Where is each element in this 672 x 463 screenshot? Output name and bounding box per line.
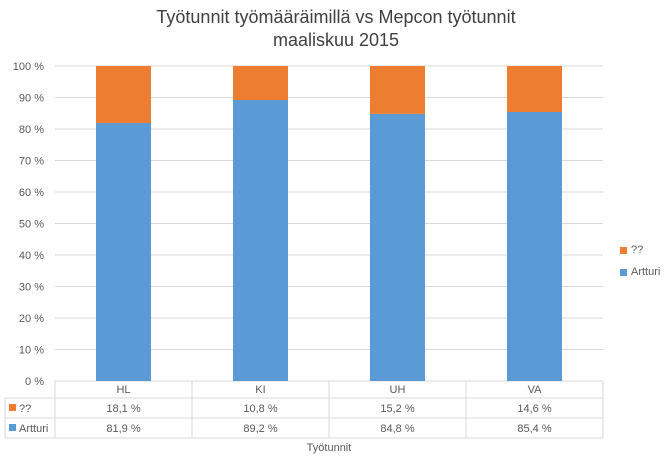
table-row-label: Artturi — [19, 423, 48, 435]
bar-artturi-uh — [370, 113, 425, 381]
bar-artturi-ki — [233, 100, 288, 382]
table-cell-value: 14,6 % — [517, 403, 551, 415]
y-tick-label: 90 % — [19, 93, 44, 105]
legend-label-unknown: ?? — [631, 244, 644, 256]
y-tick-label: 80 % — [19, 124, 44, 136]
legend-swatch-unknown — [620, 246, 627, 254]
bar-unknown-uh — [370, 66, 425, 114]
y-tick-label: 50 % — [19, 219, 44, 231]
table-row-label: ?? — [19, 403, 31, 415]
table-cell-value: 10,8 % — [243, 403, 277, 415]
y-tick-label: 10 % — [19, 345, 44, 357]
table-cell-value: 18,1 % — [106, 403, 140, 415]
legend-item-artturi: Artturi — [620, 266, 660, 278]
bar-artturi-hl — [96, 123, 151, 381]
x-tick-label: KI — [255, 384, 265, 396]
legend-swatch-artturi — [620, 268, 627, 276]
table-legend-key — [9, 404, 16, 411]
y-tick-label: 100 % — [13, 61, 44, 73]
x-tick-label: UH — [390, 384, 406, 396]
y-tick-label: 0 % — [25, 376, 44, 388]
y-tick-label: 20 % — [19, 313, 44, 325]
x-tick-label: VA — [528, 384, 543, 396]
x-tick-label: HL — [116, 384, 130, 396]
table-cell-value: 84,8 % — [380, 423, 414, 435]
x-axis-label: Työtunnit — [306, 442, 352, 454]
table-cell-value: 81,9 % — [106, 423, 140, 435]
y-tick-label: 70 % — [19, 156, 44, 168]
bar-unknown-ki — [233, 66, 288, 101]
bar-unknown-hl — [96, 66, 151, 124]
bar-unknown-va — [507, 66, 562, 112]
table-legend-key — [9, 424, 16, 431]
bar-artturi-va — [507, 111, 562, 382]
table-cell-value: 89,2 % — [243, 423, 277, 435]
chart-title-line1: Työtunnit työmääräimillä vs Mepcon työtu… — [156, 7, 516, 27]
y-tick-label: 30 % — [19, 282, 44, 294]
y-tick-label: 60 % — [19, 187, 44, 199]
chart-title-line2: maaliskuu 2015 — [272, 30, 400, 50]
chart-title: Työtunnit työmääräimillä vs Mepcon työtu… — [0, 6, 672, 52]
table-cell-value: 15,2 % — [380, 403, 414, 415]
legend-label-artturi: Artturi — [631, 266, 661, 278]
legend-item-unknown: ?? — [620, 244, 643, 256]
y-tick-label: 40 % — [19, 250, 44, 262]
table-cell-value: 85,4 % — [517, 423, 551, 435]
